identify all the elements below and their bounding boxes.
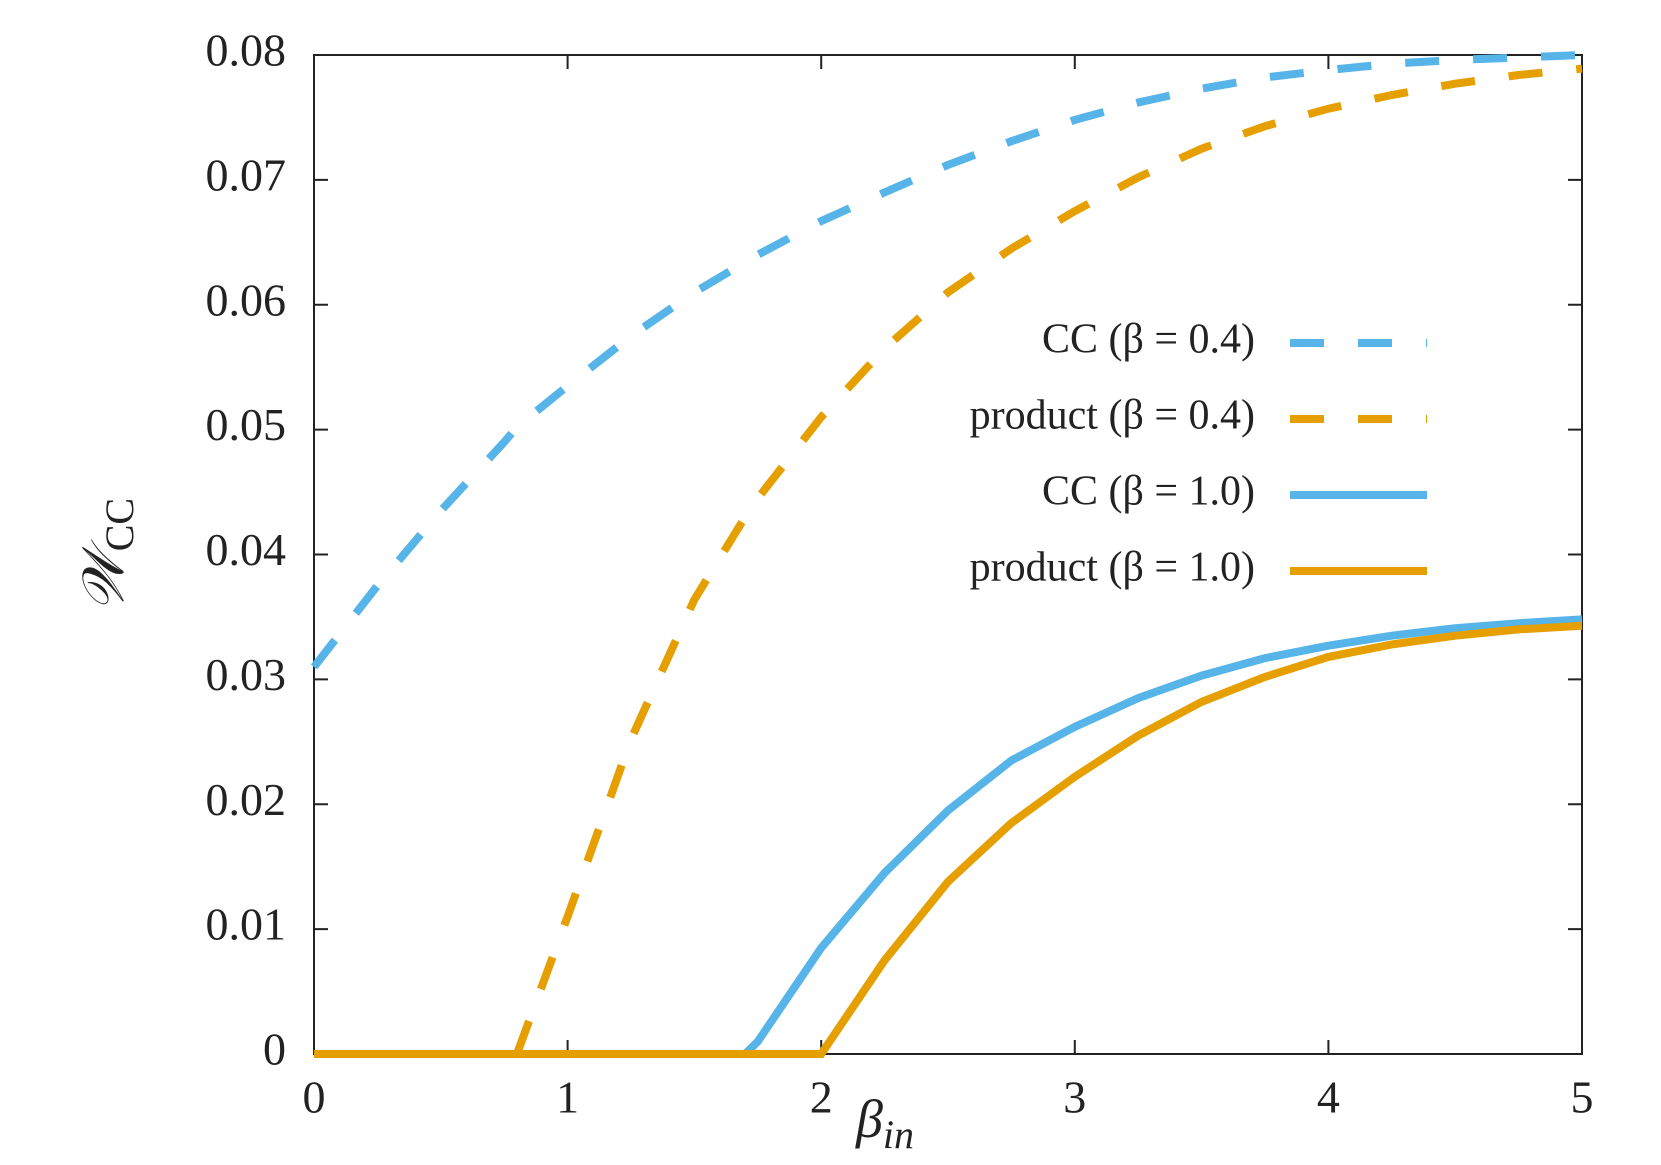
- x-label-sub: in: [883, 1112, 914, 1157]
- y-axis-label: 𝒲CC: [71, 498, 142, 612]
- y-tick-label: 0.05: [206, 399, 287, 450]
- y-tick-label: 0.06: [206, 274, 287, 325]
- series-line: [314, 621, 1583, 1058]
- y-tick-label: 0.08: [206, 25, 287, 76]
- plot-frame: [313, 54, 1583, 1055]
- x-tick-label: 0: [303, 1072, 326, 1123]
- legend-label: CC (β = 1.0): [1042, 469, 1255, 515]
- x-tick-label: 2: [810, 1072, 833, 1123]
- y-tick-label: 0.03: [206, 649, 287, 700]
- legend-label: CC (β = 0.4): [1042, 317, 1255, 363]
- series-line: [314, 615, 1583, 1058]
- y-tick-label: 0: [263, 1024, 286, 1075]
- x-tick-label: 4: [1317, 1072, 1340, 1123]
- y-label-sub: CC: [97, 498, 142, 551]
- series-line: [310, 51, 1583, 670]
- series-line: [314, 64, 1583, 1058]
- legend-label: product (β = 1.0): [970, 545, 1255, 591]
- x-tick-label: 5: [1571, 1072, 1594, 1123]
- x-axis-label: βin: [855, 1089, 914, 1157]
- y-tick-label: 0.04: [206, 524, 287, 575]
- y-tick-label: 0.01: [206, 899, 287, 950]
- legend-label: product (β = 0.4): [970, 393, 1255, 439]
- y-tick-label: 0.07: [206, 149, 287, 200]
- x-label-base: β: [855, 1089, 883, 1149]
- x-tick-label: 1: [556, 1072, 579, 1123]
- y-tick-label: 0.02: [206, 774, 287, 825]
- x-tick-label: 3: [1063, 1072, 1086, 1123]
